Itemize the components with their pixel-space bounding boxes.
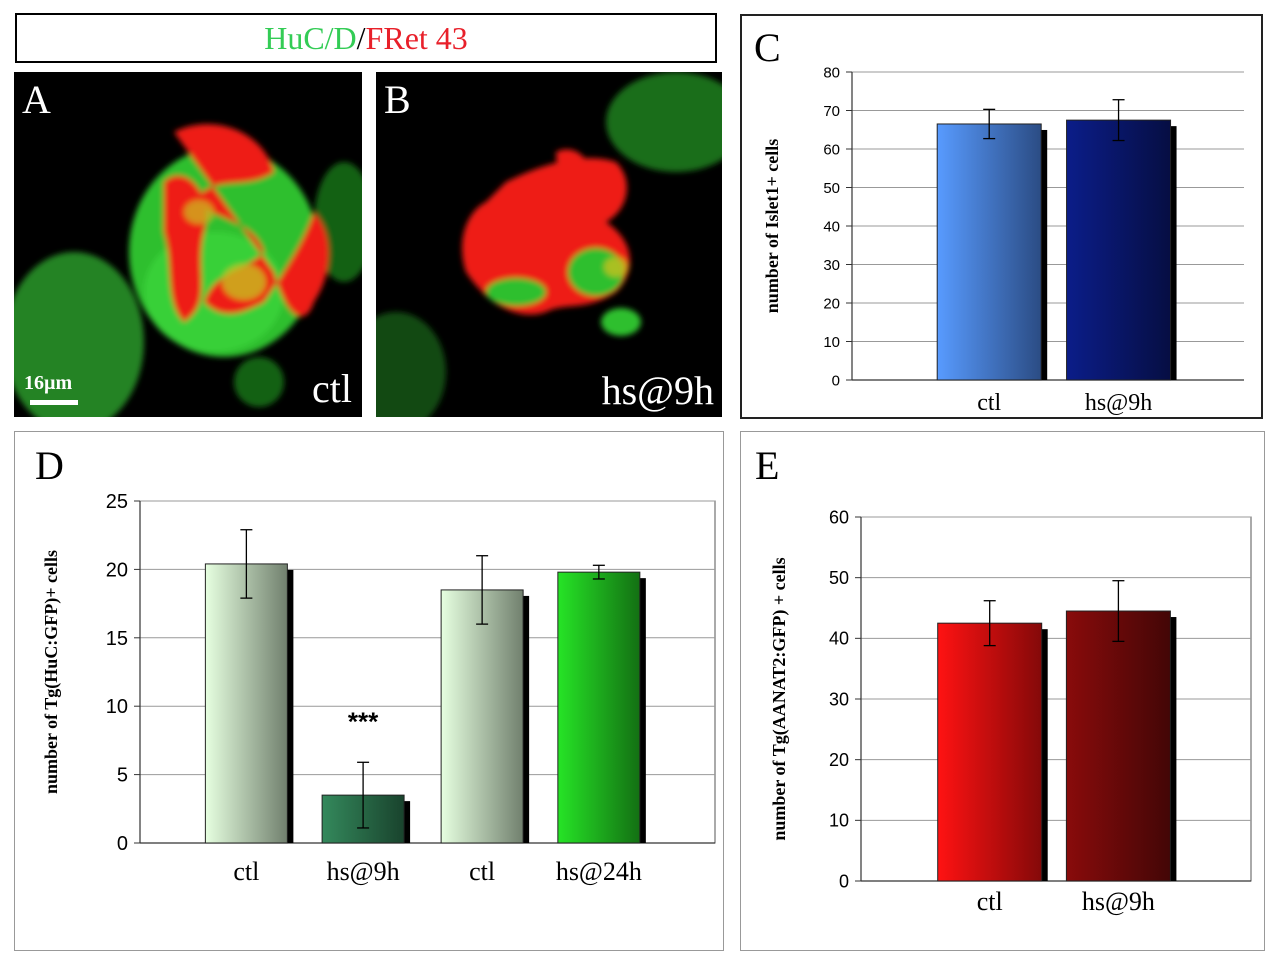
x-category-label: ctl: [233, 857, 259, 886]
bar: [936, 123, 1042, 381]
y-tick-label: 25: [106, 491, 128, 513]
y-tick-label: 30: [829, 689, 849, 709]
slash: /: [356, 20, 366, 56]
y-tick-label: 30: [823, 257, 840, 274]
y-tick-label: 20: [823, 295, 840, 312]
x-category-label: ctl: [977, 887, 1003, 916]
x-category-label: hs@9h: [1082, 887, 1155, 916]
y-tick-label: 40: [823, 218, 840, 235]
bar: [557, 571, 641, 844]
x-category-label: hs@24h: [556, 857, 642, 886]
condition-label-b: hs@9h: [601, 368, 714, 413]
x-category-label: hs@9h: [327, 857, 400, 886]
y-tick-label: 0: [839, 871, 849, 891]
chart-d: 0 5 10 15 20 25 number of Tg(HuC:GFP)+ cells ct…: [41, 491, 716, 886]
panel-letter-a: A: [22, 77, 51, 122]
panel-letter-e: E: [755, 443, 780, 488]
y-tick-label: 70: [823, 103, 840, 120]
y-tick-label: 0: [832, 372, 840, 389]
chart-c-panel: C 0 10 20 30 40 50 60 70 80 number of Islet1+ cel…: [740, 14, 1263, 419]
x-category-label: ctl: [977, 390, 1001, 416]
panel-letter-b: B: [384, 77, 411, 122]
y-tick-label: 80: [823, 64, 840, 81]
y-tick-label: 10: [823, 334, 840, 351]
bar: [1065, 610, 1171, 882]
y-tick-label: 20: [106, 559, 128, 581]
scale-bar: [30, 400, 78, 405]
y-tick-label: 0: [117, 833, 128, 855]
chart-e: 0 10 20 30 40 50 60 number of Tg(AANAT2:GFP) + …: [769, 507, 1252, 916]
y-tick-label: 60: [823, 141, 840, 158]
y-axis-label: number of Tg(HuC:GFP)+ cells: [41, 550, 62, 794]
y-axis-label: number of Islet1+ cells: [762, 139, 782, 313]
bar: [204, 563, 288, 844]
significance-annotation: ***: [348, 706, 379, 736]
micrograph-a-image: [14, 124, 362, 417]
bar: [1066, 119, 1172, 381]
stain-legend-box: HuC/D/FRet 43: [15, 13, 717, 63]
micrograph-a: A ctl 16µm: [14, 72, 362, 417]
fret-label: FRet 43: [365, 20, 468, 56]
panel-letter-c: C: [754, 25, 781, 70]
y-tick-label: 20: [829, 750, 849, 770]
bar: [937, 622, 1043, 882]
y-tick-label: 10: [106, 696, 128, 718]
chart-e-panel: E 0 10 20 30 40 50 60 number of Tg(AANAT2:GFP) …: [740, 431, 1265, 951]
scale-bar-label: 16µm: [24, 372, 73, 394]
micrograph-b-image: [376, 72, 722, 417]
y-tick-label: 10: [829, 811, 849, 831]
y-axis-label: number of Tg(AANAT2:GFP) + cells: [769, 557, 790, 840]
y-tick-label: 15: [106, 628, 128, 650]
panel-letter-d: D: [35, 443, 64, 488]
y-tick-label: 50: [823, 180, 840, 197]
y-tick-label: 50: [829, 568, 849, 588]
x-category-label: hs@9h: [1085, 390, 1152, 416]
condition-label-a: ctl: [312, 366, 352, 411]
y-tick-label: 40: [829, 629, 849, 649]
micrograph-b: B hs@9h: [376, 72, 722, 417]
huc-label: HuC/D: [264, 20, 357, 56]
bar: [440, 589, 524, 844]
chart-d-panel: D 0 5 10 15 20 25 number of Tg(HuC:GFP)+ cells…: [14, 431, 724, 951]
chart-c: 0 10 20 30 40 50 60 70 80 number of Islet1+ cells…: [762, 64, 1244, 416]
x-category-label: ctl: [469, 857, 495, 886]
y-tick-label: 60: [829, 507, 849, 527]
y-tick-label: 5: [117, 765, 128, 787]
